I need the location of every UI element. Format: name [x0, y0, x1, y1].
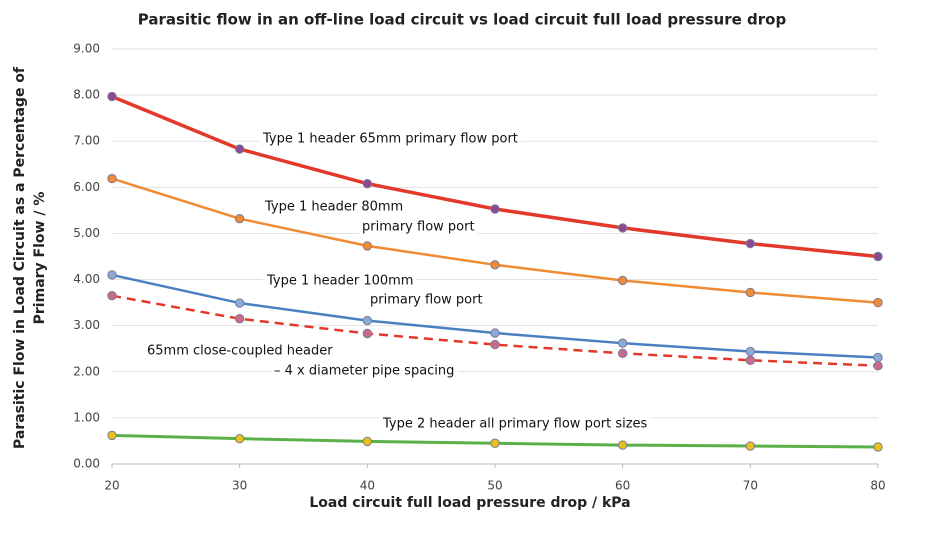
data-point — [745, 238, 756, 249]
data-point — [107, 270, 117, 280]
y-tick-label: 1.00 — [73, 410, 100, 424]
annotation-background — [261, 198, 407, 216]
x-tick-label: 20 — [104, 479, 119, 493]
data-point — [362, 178, 373, 189]
data-point — [362, 328, 373, 339]
data-point — [107, 91, 117, 102]
data-point — [490, 328, 500, 338]
annotation-background — [379, 415, 651, 433]
annotation: Type 1 header 80mm — [264, 200, 403, 215]
data-point — [234, 144, 245, 154]
series-line — [111, 94, 879, 259]
x-tick-label: 80 — [870, 479, 885, 493]
data-point — [490, 438, 500, 448]
data-point — [617, 223, 628, 233]
annotation-background — [359, 218, 478, 236]
annotation-background — [367, 291, 486, 309]
data-point — [873, 251, 883, 262]
data-point — [234, 433, 245, 444]
annotation: Type 2 header all primary flow port size… — [382, 417, 648, 432]
y-tick-label: 3.00 — [73, 318, 100, 332]
x-axis-label: Load circuit full load pressure drop / k… — [309, 495, 630, 511]
data-point — [617, 440, 628, 450]
data-point — [234, 298, 245, 308]
annotation: 65mm close-coupled header — [147, 344, 333, 359]
annotation-background — [259, 130, 521, 148]
y-tick-label: 8.00 — [73, 88, 100, 102]
y-tick-label: 7.00 — [73, 134, 100, 148]
y-tick-label: 5.00 — [73, 226, 100, 240]
data-point — [362, 315, 373, 326]
chart-title: Parasitic flow in an off-line load circu… — [138, 11, 787, 29]
annotation-background — [271, 362, 458, 380]
data-point — [234, 314, 245, 324]
data-point — [490, 204, 500, 214]
data-point — [107, 430, 117, 441]
annotation-background — [144, 342, 337, 360]
annotation: primary flow port — [370, 293, 483, 308]
data-point — [234, 213, 245, 224]
data-point — [745, 441, 756, 451]
x-tick-label: 70 — [743, 479, 758, 493]
y-tick-label: 4.00 — [73, 272, 100, 286]
data-point — [362, 241, 373, 251]
data-point — [490, 260, 500, 270]
data-point — [362, 436, 373, 447]
data-point — [617, 275, 628, 286]
data-point — [617, 338, 628, 348]
series-line — [111, 177, 879, 304]
data-point — [745, 346, 756, 357]
annotation-background — [263, 272, 417, 290]
y-axis-label-line: Parasitic Flow in Load Circuit as a Perc… — [12, 66, 28, 449]
y-tick-label: 9.00 — [73, 42, 100, 56]
y-tick-label: 0.00 — [73, 457, 100, 471]
x-tick-label: 50 — [487, 479, 502, 493]
y-axis-label: Parasitic Flow in Load Circuit as a Perc… — [12, 66, 48, 449]
data-point — [617, 348, 628, 359]
data-point — [873, 361, 883, 371]
data-point — [873, 352, 883, 363]
y-tick-label: 6.00 — [73, 180, 100, 194]
annotation: Type 1 header 65mm primary flow port — [262, 132, 518, 147]
annotation: – 4 x diameter pipe spacing — [274, 364, 454, 379]
x-tick-label: 40 — [360, 479, 375, 493]
data-point — [107, 290, 117, 301]
data-point — [490, 339, 500, 350]
data-point — [745, 355, 756, 365]
data-point — [745, 287, 756, 298]
data-point — [873, 297, 883, 308]
y-tick-label: 2.00 — [73, 364, 100, 378]
data-point — [873, 442, 883, 452]
annotation: primary flow port — [362, 220, 475, 235]
data-point — [107, 173, 117, 184]
y-axis-label-line: Primary Flow / % — [32, 192, 48, 325]
x-tick-label: 60 — [615, 479, 630, 493]
annotation: Type 1 header 100mm — [266, 274, 413, 289]
x-tick-label: 30 — [232, 479, 247, 493]
